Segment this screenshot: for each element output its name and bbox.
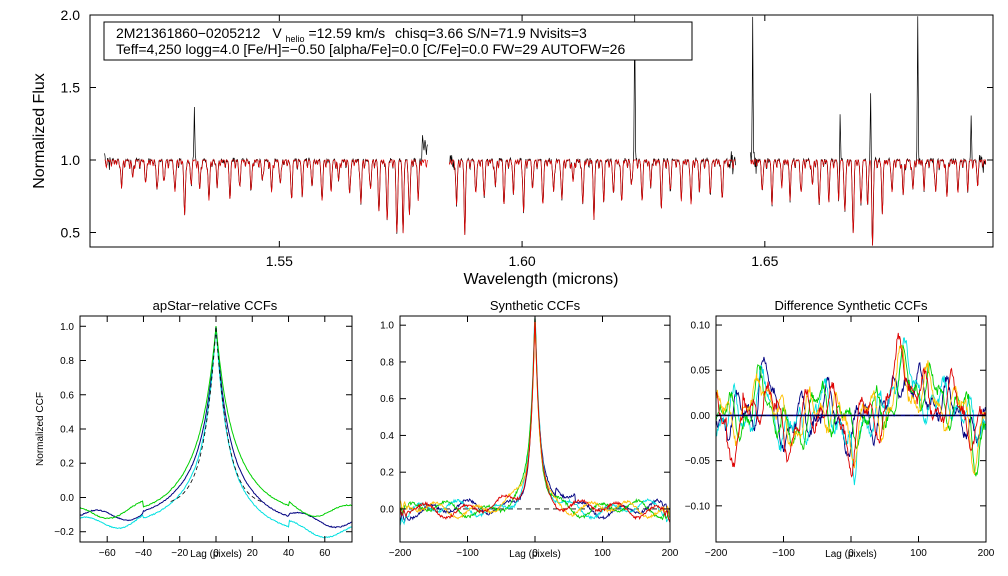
ccf-apstar-xtick-label: −60 — [99, 548, 116, 559]
spectrum-xtick-label: 1.55 — [266, 253, 293, 269]
ccf-synthetic-xtick-label: 0 — [532, 548, 538, 559]
ccf-apstar-dashed-fit — [170, 326, 262, 502]
ccf-difference-xlabel: Lag (pixels) — [825, 549, 877, 560]
star-id: 2M21361860−0205212 — [116, 25, 261, 41]
ccf-apstar-line — [79, 326, 353, 520]
ccf-synthetic-line — [399, 315, 671, 523]
ccf-synthetic-xtick-label: −200 — [389, 548, 412, 559]
ccf-synthetic-xtick-label: 200 — [662, 548, 679, 559]
ccf-synthetic-panel: Synthetic CCFs −200 −100 0 100 200 0.0 0.2 0.4 0… — [380, 298, 679, 560]
ccf-apstar-xlabel: Lag (pixels) — [190, 549, 242, 560]
spectrum-stats: chisq=3.66 S/N=71.9 Nvisits=3 — [395, 25, 587, 41]
velocity-value: =12.59 km/s — [308, 25, 385, 41]
ccf-synthetic-line — [399, 315, 671, 520]
ccf-synthetic-xtick-label: 100 — [594, 548, 611, 559]
ccf-difference-xtick-label: 0 — [848, 548, 854, 559]
spectrum-ytick-label: 1.5 — [61, 79, 81, 95]
ccf-synthetic-xtick-label: −100 — [456, 548, 479, 559]
ccf-difference-series — [715, 332, 987, 486]
spectrum-xlabel: Wavelength (microns) — [463, 271, 618, 288]
spectrum-ytick-label: 0.5 — [61, 224, 81, 240]
ccf-synthetic-ytick-label: 0.8 — [380, 357, 394, 368]
spectrum-ylabel: Normalized Flux — [31, 73, 48, 189]
ccf-difference-title: Difference Synthetic CCFs — [775, 298, 928, 313]
ccf-difference-xtick-label: −200 — [705, 548, 728, 559]
spectrum-observed-line — [749, 16, 987, 246]
ccf-synthetic-ytick-label: 0.6 — [380, 394, 394, 405]
ccf-apstar-xtick-label: 60 — [319, 548, 331, 559]
ccf-difference-xtick-label: 200 — [978, 548, 995, 559]
ccf-difference-line — [715, 344, 987, 477]
spectrum-annotation-box — [103, 21, 693, 61]
ccf-apstar-panel: apStar−relative CCFs −60 −40 −20 0 20 40 60 −0.… — [35, 298, 353, 560]
ccf-difference-ytick-label: −0.10 — [685, 501, 711, 512]
ccf-difference-xtick-label: −100 — [772, 548, 795, 559]
ccf-apstar-ytick-label: 0.6 — [60, 390, 74, 401]
ccf-apstar-ytick-label: −0.2 — [54, 527, 74, 538]
spectrum-xtick-label: 1.65 — [751, 253, 778, 269]
ccf-synthetic-line — [399, 315, 671, 523]
ccf-synthetic-line — [399, 315, 671, 521]
ccf-difference-ytick-label: 0.10 — [691, 321, 711, 332]
ccf-apstar-plot-frame — [79, 315, 353, 543]
spectrum-model-series — [104, 158, 987, 246]
ccf-synthetic-title: Synthetic CCFs — [490, 298, 581, 313]
ccf-synthetic-xlabel: Lag (pixels) — [509, 549, 561, 560]
ccf-synthetic-ticks: −200 −100 0 100 200 0.0 0.2 0.4 0.6 0.8 1.0 — [380, 316, 679, 559]
ccf-apstar-ytick-label: 1.0 — [60, 322, 74, 333]
ccf-apstar-title: apStar−relative CCFs — [153, 298, 278, 313]
ccf-apstar-ytick-label: 0.2 — [60, 459, 74, 470]
ccf-synthetic-ytick-label: 0.4 — [380, 431, 394, 442]
ccf-apstar-line — [79, 326, 353, 529]
ccf-apstar-xtick-label: 40 — [283, 548, 295, 559]
ccf-apstar-ytick-label: 0.8 — [60, 356, 74, 367]
ccf-synthetic-plot-frame — [399, 315, 671, 543]
ccf-difference-panel: Difference Synthetic CCFs −200 −100 0 100 20… — [685, 298, 995, 560]
ccf-apstar-ytick-label: 0.4 — [60, 425, 74, 436]
ccf-apstar-ticks: −60 −40 −20 0 20 40 60 −0.2 0.0 0.2 0.4 0.6 0.8 1.0 — [54, 316, 352, 559]
ccf-apstar-line — [79, 326, 353, 539]
ccf-synthetic-ytick-label: 1.0 — [380, 321, 394, 332]
spectrum-model-line — [750, 158, 987, 246]
ccf-difference-line — [715, 344, 987, 476]
spectrum-annotation-line1: 2M21361860−0205212 V helio =12.59 km/s c… — [116, 25, 587, 45]
ccf-difference-xtick-label: 100 — [910, 548, 927, 559]
ccf-synthetic-ytick-label: 0.0 — [380, 504, 394, 515]
ccf-apstar-ytick-label: 0.0 — [60, 493, 74, 504]
spectrum-plot-frame — [89, 14, 994, 248]
velocity-subscript: helio — [286, 34, 305, 44]
spectrum-ytick-label: 2.0 — [61, 7, 81, 23]
spectrum-observed-line — [104, 107, 428, 234]
ccf-apstar-xtick-label: −20 — [171, 548, 188, 559]
ccf-apstar-xtick-label: −40 — [135, 548, 152, 559]
spectrum-model-line — [104, 158, 428, 234]
spectrum-model-line — [448, 158, 736, 236]
spectrum-ticks: 1.55 1.60 1.65 0.5 1.0 1.5 2.0 — [61, 7, 993, 269]
ccf-synthetic-series — [399, 315, 671, 527]
ccf-difference-line — [715, 337, 987, 486]
spectrum-panel: 1.55 1.60 1.65 0.5 1.0 1.5 2.0 2M21361860−0205… — [31, 7, 994, 288]
ccf-apstar-series — [79, 326, 353, 539]
spectrum-annotation-line2: Teff=4,250 logg=4.0 [Fe/H]=−0.50 [alpha/… — [116, 41, 625, 57]
spectrum-xtick-label: 1.60 — [508, 253, 535, 269]
ccf-difference-ytick-label: 0.00 — [691, 411, 711, 422]
ccf-apstar-xtick-label: 20 — [247, 548, 259, 559]
spectrum-ytick-label: 1.0 — [61, 152, 81, 168]
ccf-synthetic-line — [399, 315, 671, 527]
ccf-difference-ticks: −200 −100 0 100 200 −0.10 −0.05 0.00 0.05 0.10 — [685, 316, 995, 559]
ccf-apstar-xtick-label: 0 — [213, 548, 219, 559]
ccf-apstar-ylabel: Normalized CCF — [35, 392, 46, 466]
velocity-label: V — [272, 25, 282, 41]
ccf-synthetic-ytick-label: 0.2 — [380, 468, 394, 479]
ccf-difference-ytick-label: −0.05 — [685, 456, 711, 467]
ccf-difference-line — [715, 332, 987, 478]
ccf-difference-ytick-label: 0.05 — [691, 366, 711, 377]
